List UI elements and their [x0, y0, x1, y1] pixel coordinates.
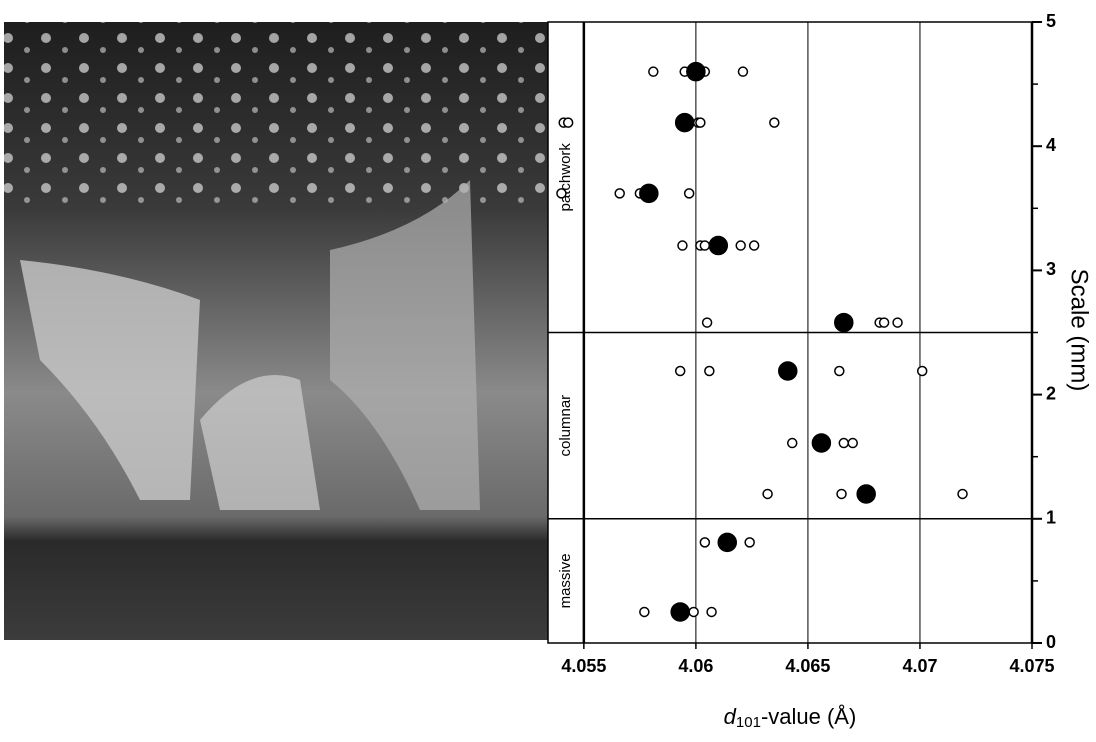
x-tick-label: 4.07 [902, 656, 937, 676]
x-tick-label: 4.065 [785, 656, 830, 676]
open-point [677, 240, 688, 251]
open-point [834, 365, 845, 377]
open-point [878, 317, 890, 328]
open-point [704, 365, 715, 377]
filled-point [670, 602, 690, 622]
open-point [688, 606, 699, 618]
open-point [892, 317, 903, 328]
region-label: patchwork [557, 143, 574, 212]
filled-point [639, 183, 659, 204]
open-point [639, 606, 650, 618]
open-point [648, 66, 659, 77]
open-point [769, 117, 780, 128]
open-point [699, 537, 711, 548]
y-tick-label: 0 [1046, 632, 1056, 652]
open-point [762, 488, 773, 500]
open-point [674, 365, 686, 377]
micrograph [4, 22, 548, 640]
open-point [786, 437, 798, 449]
open-point [838, 437, 850, 449]
y-tick-label: 3 [1046, 259, 1056, 279]
open-point [836, 488, 847, 500]
open-point [916, 365, 928, 377]
open-point [701, 317, 713, 328]
open-point [957, 488, 968, 500]
filled-point [811, 433, 832, 453]
y-axis-label: Scale (mm) [1066, 269, 1093, 392]
y-tick-label: 2 [1046, 383, 1056, 403]
filled-point [686, 61, 706, 82]
open-point [695, 117, 706, 128]
filled-point [708, 235, 729, 256]
y-tick-label: 1 [1046, 508, 1056, 528]
x-tick-label: 4.075 [1009, 656, 1054, 676]
y-tick-label: 4 [1046, 135, 1056, 155]
open-point [744, 537, 755, 548]
filled-point [778, 361, 798, 381]
open-point [706, 606, 717, 618]
filled-point [834, 312, 854, 333]
open-point [847, 437, 858, 449]
region-label: columnar [557, 395, 574, 457]
x-tick-label: 4.06 [678, 656, 713, 676]
open-point [735, 240, 746, 251]
x-tick-label: 4.055 [561, 656, 606, 676]
filled-point [717, 532, 738, 553]
open-point [737, 66, 749, 77]
filled-point [856, 484, 876, 504]
open-point [683, 188, 695, 199]
open-point [748, 240, 760, 251]
x-axis-label: d101-value (Å) [724, 704, 857, 731]
open-point [699, 240, 711, 251]
y-tick-label: 5 [1046, 11, 1056, 31]
filled-point [674, 112, 695, 133]
open-point [562, 117, 574, 128]
open-point [614, 188, 625, 199]
open-point [556, 188, 567, 199]
region-label: massive [557, 553, 574, 608]
